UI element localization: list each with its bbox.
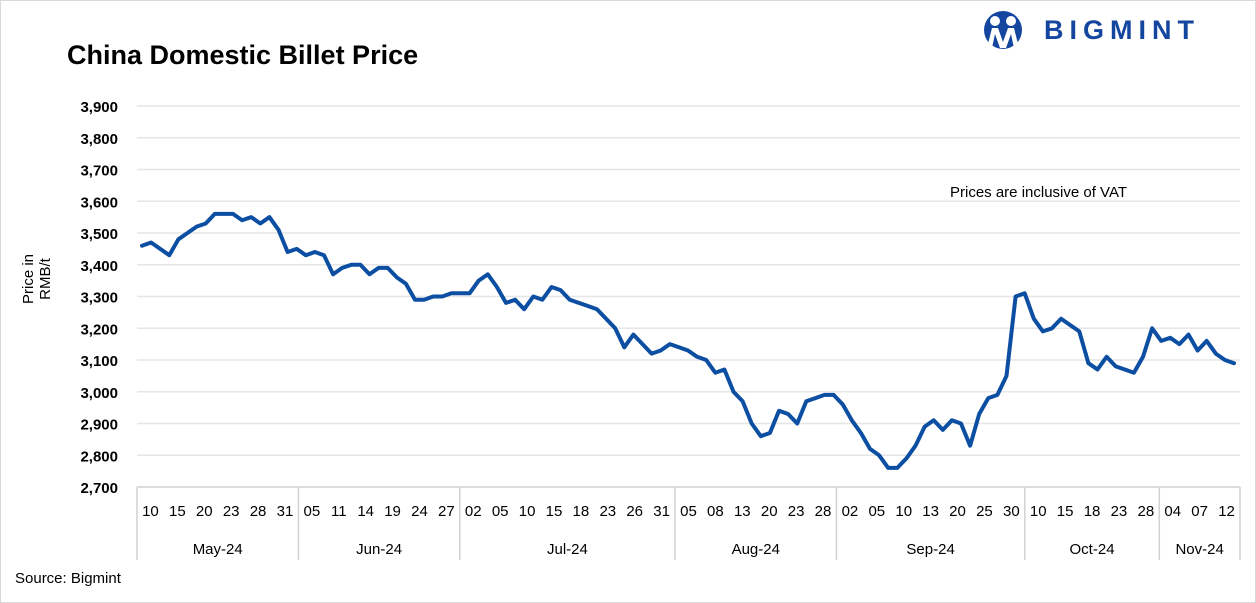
y-tick-label: 3,900 — [80, 99, 118, 116]
x-tick-label: 14 — [357, 503, 374, 520]
x-tick-label: 27 — [438, 503, 455, 520]
vat-annotation: Prices are inclusive of VAT — [950, 184, 1128, 201]
y-tick-label: 2,700 — [80, 480, 118, 497]
x-tick-label: 05 — [492, 503, 509, 520]
price-series-line — [140, 211, 1236, 470]
x-tick-label: 28 — [815, 503, 832, 520]
y-tick-label: 3,500 — [80, 226, 118, 243]
x-tick-label: 05 — [868, 503, 885, 520]
x-tick-label: 31 — [653, 503, 670, 520]
x-tick-label: 13 — [922, 503, 939, 520]
x-tick-label: 23 — [223, 503, 240, 520]
month-label: Jul-24 — [547, 541, 588, 558]
month-label: Oct-24 — [1070, 541, 1115, 558]
y-tick-label: 3,600 — [80, 194, 118, 211]
x-tick-label: 11 — [331, 503, 347, 520]
x-tick-label: 25 — [976, 503, 993, 520]
x-tick-label: 10 — [142, 503, 159, 520]
x-tick-label: 02 — [842, 503, 859, 520]
bigmint-logo: BIGMINT — [978, 10, 1200, 50]
x-tick-label: 18 — [1084, 503, 1101, 520]
month-label: Aug-24 — [732, 541, 780, 558]
y-tick-label: 3,200 — [80, 321, 118, 338]
y-tick-label: 3,400 — [80, 258, 118, 275]
x-tick-label: 19 — [384, 503, 401, 520]
y-tick-label: 3,800 — [80, 131, 118, 148]
x-tick-label: 05 — [680, 503, 697, 520]
x-tick-label: 24 — [411, 503, 428, 520]
x-tick-label: 23 — [788, 503, 805, 520]
x-tick-label: 30 — [1003, 503, 1020, 520]
x-tick-label: 10 — [519, 503, 536, 520]
x-tick-label: 08 — [707, 503, 724, 520]
x-tick-label: 15 — [546, 503, 563, 520]
x-tick-label: 07 — [1191, 503, 1208, 520]
x-tick-label: 26 — [626, 503, 643, 520]
month-label: Jun-24 — [356, 541, 402, 558]
y-tick-label: 2,800 — [80, 448, 118, 465]
x-tick-label: 10 — [895, 503, 912, 520]
x-tick-label: 10 — [1030, 503, 1047, 520]
x-tick-label: 20 — [949, 503, 966, 520]
source-note: Source: Bigmint — [15, 570, 121, 587]
month-label: May-24 — [193, 541, 243, 558]
y-tick-label: 2,900 — [80, 417, 118, 434]
x-tick-label: 05 — [304, 503, 321, 520]
x-tick-label: 23 — [1111, 503, 1128, 520]
y-tick-label: 3,300 — [80, 290, 118, 307]
chart-title: China Domestic Billet Price — [67, 40, 419, 70]
logo-people-icon — [984, 11, 1022, 49]
x-tick-label: 31 — [277, 503, 294, 520]
x-tick-label: 15 — [1057, 503, 1074, 520]
x-tick-label: 18 — [573, 503, 590, 520]
x-tick-label: 28 — [250, 503, 267, 520]
x-tick-label: 02 — [465, 503, 482, 520]
y-tick-label: 3,000 — [80, 385, 118, 402]
x-tick-label: 23 — [599, 503, 616, 520]
month-label: Nov-24 — [1175, 541, 1223, 558]
x-tick-label: 12 — [1218, 503, 1235, 520]
x-tick-label: 20 — [761, 503, 778, 520]
x-tick-label: 04 — [1164, 503, 1181, 520]
month-label: Sep-24 — [906, 541, 954, 558]
x-tick-label: 15 — [169, 503, 186, 520]
x-tick-label: 13 — [734, 503, 751, 520]
y-tick-label: 3,700 — [80, 163, 118, 180]
logo-text: BIGMINT — [1044, 14, 1200, 45]
y-tick-label: 3,100 — [80, 353, 118, 370]
x-tick-label: 20 — [196, 503, 213, 520]
x-tick-label: 28 — [1137, 503, 1154, 520]
